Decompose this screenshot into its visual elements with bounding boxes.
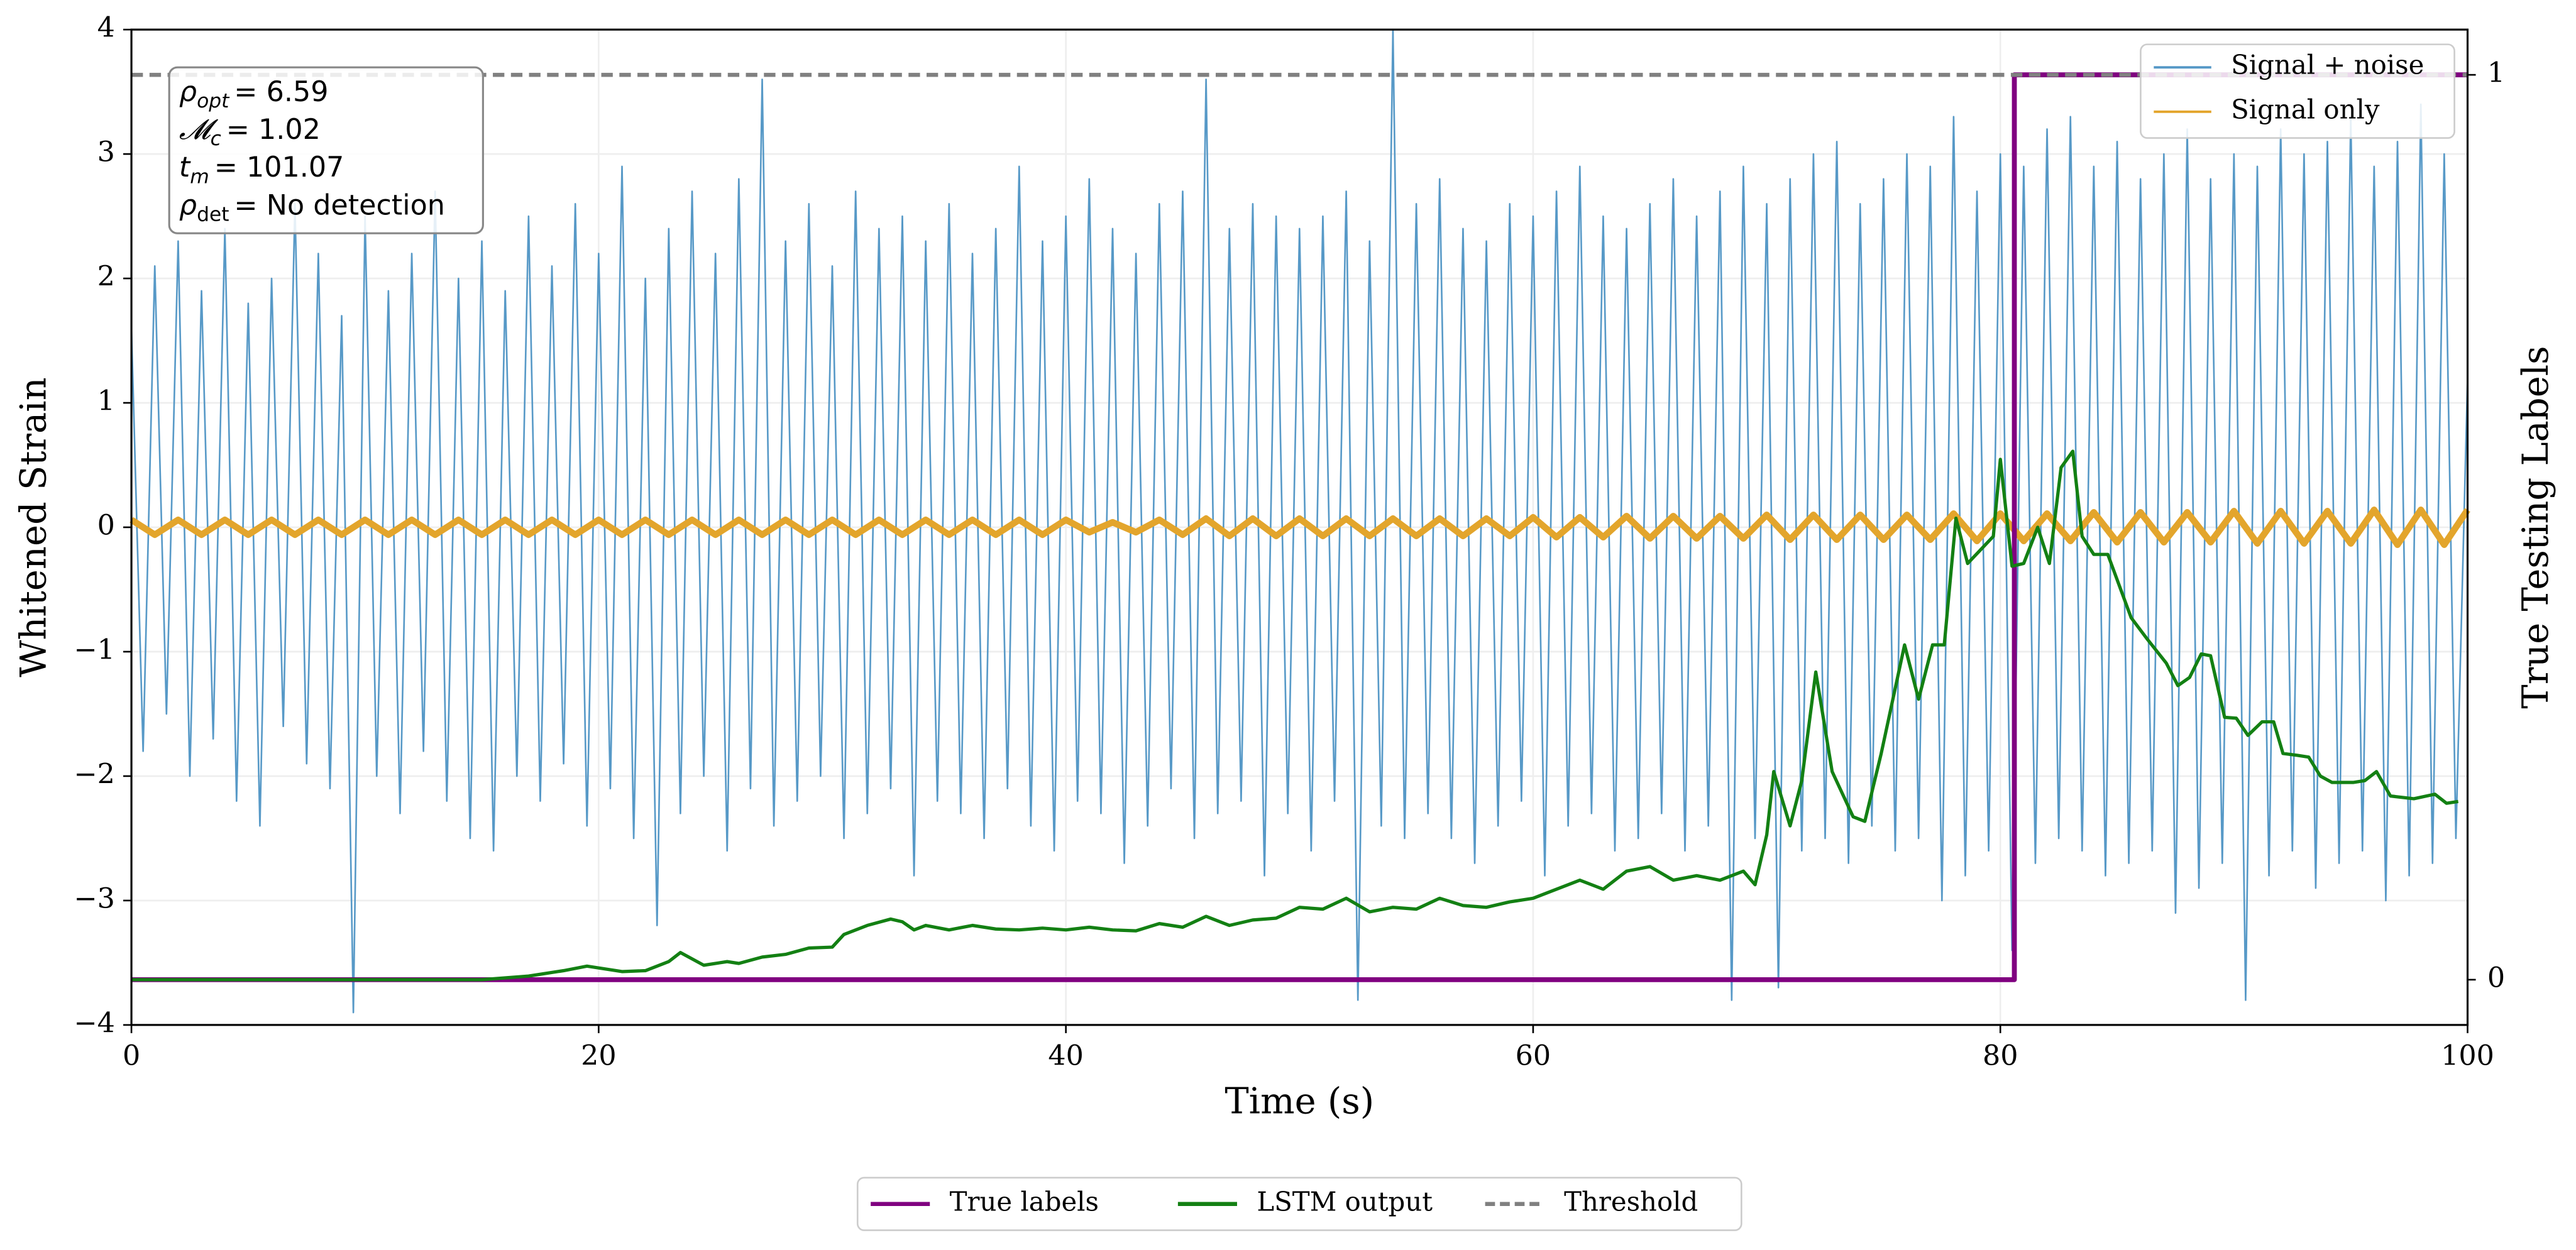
annotation-value: = 1.02 [226,114,321,146]
x-tick-label: 80 [1983,1040,2018,1072]
series-line [130,28,2469,1014]
y-tick-label: −1 [74,633,114,666]
annotation-line: 𝓜c = 1.02 [179,114,321,150]
x-tick-label: 40 [1048,1040,1084,1072]
y2-tick-label: 0 [2487,962,2505,994]
x-tick-label: 60 [1516,1040,1551,1072]
series-line [131,449,2459,982]
y-tick-label: 0 [97,509,115,541]
annotation-subscript: c [211,128,221,150]
y-tick-label: −4 [74,1007,114,1039]
annotation-subscript: m [190,165,209,188]
x-tick-label: 20 [581,1040,617,1072]
legend-label: Threshold [1564,1186,1698,1217]
annotation-symbol: ρ [179,189,197,221]
annotation-line: ρopt = 6.59 [179,76,329,112]
y-tick-label: −3 [74,882,114,914]
annotation-subscript: opt [197,90,230,112]
series-line [129,507,2470,548]
legend-label: LSTM output [1257,1186,1433,1217]
legend-bottom: True labels LSTM output Threshold [856,1176,1742,1231]
annotation-line: tm = 101.07 [179,151,344,188]
legend-frame [2140,43,2455,139]
legend-label: Signal + noise [2231,50,2424,80]
y-tick-label: 3 [97,136,115,168]
legend-frame [856,1176,1742,1231]
y-tick-label: 2 [97,261,115,293]
annotation-value: = No detection [234,189,445,221]
annotation-symbol: ρ [179,76,197,108]
y-axis-label: Whitened Strain [13,377,55,677]
annotation-line: ρdet = No detection [179,189,445,226]
legend-label: True labels [950,1186,1099,1217]
y-tick-label: 1 [97,385,115,417]
x-tick-label: 0 [123,1040,140,1072]
y2-axis-label: True Testing Labels [2514,346,2557,708]
legend-label: Signal only [2231,94,2380,124]
annotation-value: = 6.59 [234,76,328,108]
y-tick-label: 4 [97,12,115,44]
annotation-symbol: t [179,151,191,184]
annotation-subscript: det [197,203,229,226]
y-tick-label: −2 [74,758,114,790]
x-axis-label: Time (s) [1225,1080,1374,1122]
x-tick-label: 100 [2441,1040,2494,1072]
annotation-value: = 101.07 [214,151,344,184]
legend-upper: Signal + noise Signal only [2140,43,2455,139]
y2-tick-label: 1 [2487,57,2505,89]
annotation-frame [168,66,484,234]
